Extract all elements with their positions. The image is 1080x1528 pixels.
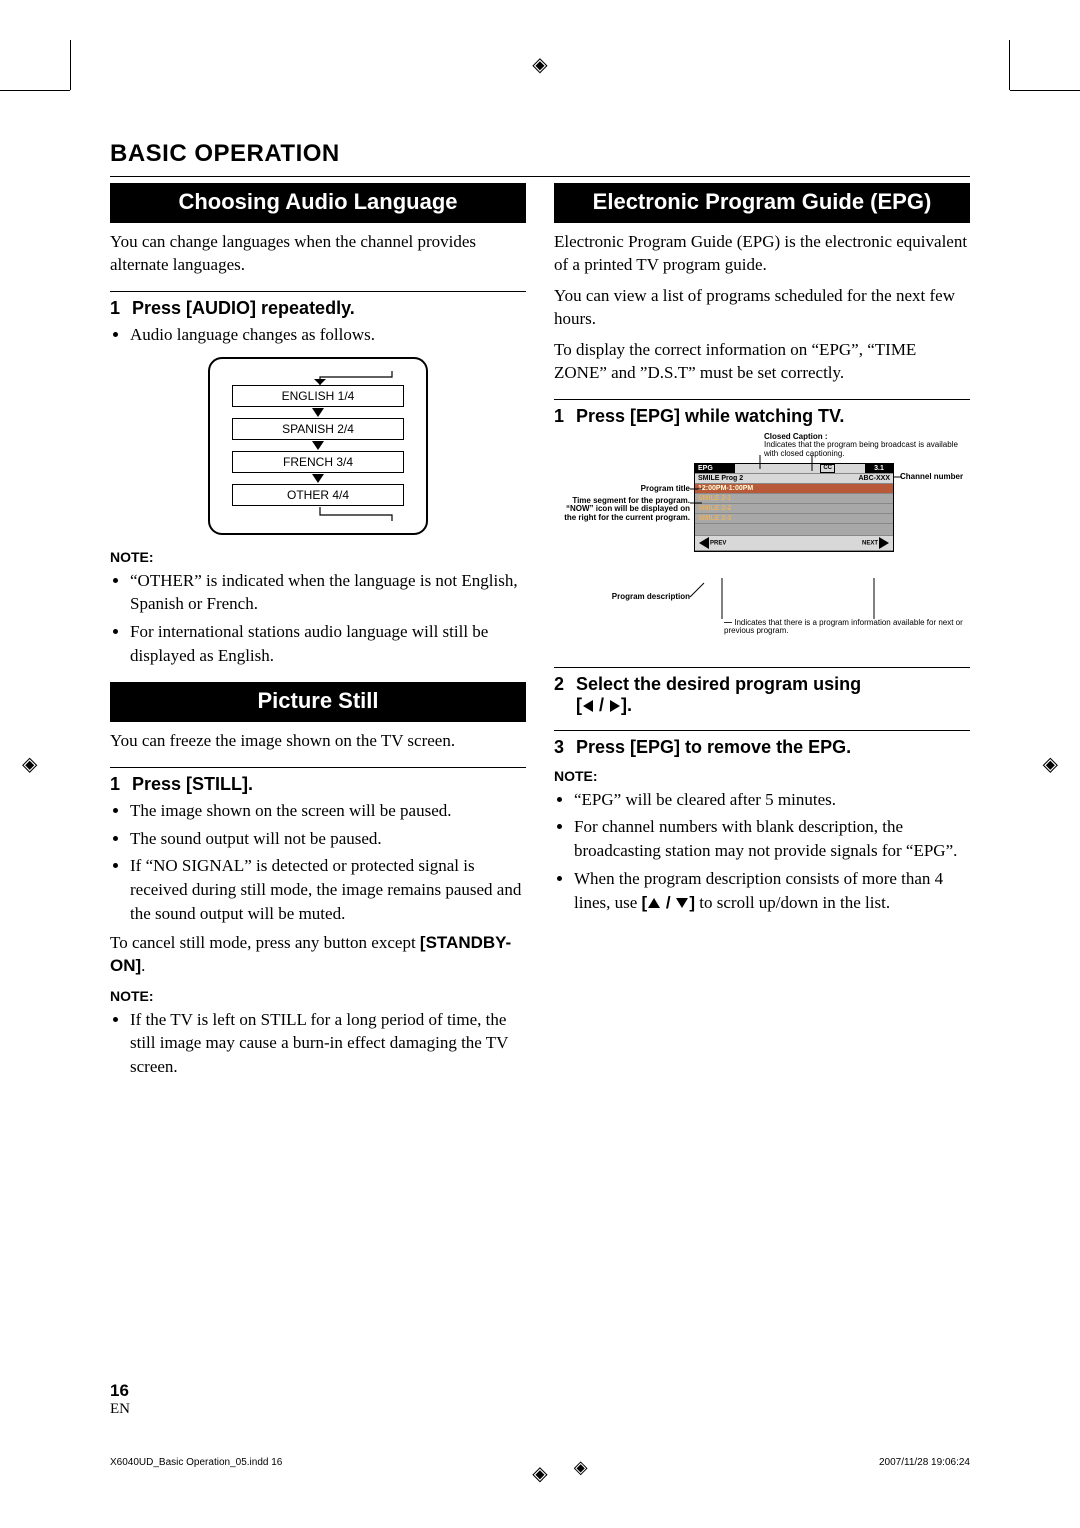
- note-text-part: to scroll up/down in the list.: [695, 893, 890, 912]
- registration-target-icon: ◈: [532, 52, 547, 77]
- note-list: “OTHER” is indicated when the language i…: [130, 569, 526, 668]
- bullet-item: Audio language changes as follows.: [130, 323, 526, 347]
- intro-paragraph: You can freeze the image shown on the TV…: [110, 730, 526, 753]
- step-text: Press [AUDIO] repeatedly.: [132, 298, 355, 318]
- down-arrow-icon: [676, 898, 688, 908]
- step-heading: 2Select the desired program using [ / ].: [554, 667, 970, 716]
- loop-arrow: [232, 371, 404, 385]
- bracket-open: [: [576, 695, 582, 715]
- step-heading: 1Press [STILL].: [110, 767, 526, 795]
- crop-mark: [70, 40, 71, 90]
- page-language: EN: [110, 1401, 130, 1418]
- intro-paragraph: You can view a list of programs schedule…: [554, 285, 970, 331]
- note-item: For channel numbers with blank descripti…: [574, 815, 970, 863]
- cancel-text: To cancel still mode, press any button e…: [110, 933, 420, 952]
- note-item: “OTHER” is indicated when the language i…: [130, 569, 526, 617]
- intro-paragraph: To display the correct information on “E…: [554, 339, 970, 385]
- step-heading: 1Press [AUDIO] repeatedly.: [110, 291, 526, 319]
- crop-mark: [0, 90, 70, 91]
- step-heading: 1Press [EPG] while watching TV.: [554, 399, 970, 427]
- note-label: NOTE:: [110, 549, 526, 565]
- step-bracket: [ / ].: [576, 695, 632, 715]
- language-box: ENGLISH 1/4: [232, 385, 404, 407]
- step-number: 3: [554, 737, 576, 758]
- page-content: BASIC OPERATION Choosing Audio Language …: [0, 0, 1080, 1145]
- arrow-down-icon: [312, 408, 324, 417]
- note-list: If the TV is left on STILL for a long pe…: [130, 1008, 526, 1079]
- two-column-layout: Choosing Audio Language You can change l…: [110, 183, 970, 1085]
- crop-mark: [1009, 40, 1010, 90]
- leader-lines: [554, 433, 974, 653]
- audio-language-diagram: ENGLISH 1/4 SPANISH 2/4 FRENCH 3/4 OTHER…: [208, 357, 428, 535]
- bracket-sep: /: [661, 893, 675, 912]
- intro-paragraph: Electronic Program Guide (EPG) is the el…: [554, 231, 970, 277]
- subsection-banner-audio: Choosing Audio Language: [110, 183, 526, 223]
- note-item: For international stations audio languag…: [130, 620, 526, 668]
- registration-target-icon: ◈: [1043, 752, 1058, 777]
- right-column: Electronic Program Guide (EPG) Electroni…: [554, 183, 970, 1085]
- arrow-down-icon: [312, 441, 324, 450]
- loop-arrow: [232, 507, 404, 521]
- bullet-list: Audio language changes as follows.: [130, 323, 526, 347]
- note-list: “EPG” will be cleared after 5 minutes. F…: [574, 788, 970, 915]
- bullet-list: The image shown on the screen will be pa…: [130, 799, 526, 926]
- step-text: Press [STILL].: [132, 774, 253, 794]
- up-arrow-icon: [648, 898, 660, 908]
- bracket-sep: /: [594, 695, 609, 715]
- note-item: When the program description consists of…: [574, 867, 970, 915]
- updown-bracket: [ / ]: [642, 893, 696, 912]
- step-number: 1: [554, 406, 576, 427]
- cancel-paragraph: To cancel still mode, press any button e…: [110, 932, 526, 978]
- registration-target-icon: ◈: [574, 1457, 588, 1478]
- note-label: NOTE:: [110, 988, 526, 1004]
- left-arrow-icon: [583, 700, 593, 712]
- note-label: NOTE:: [554, 768, 970, 784]
- crop-mark: [1010, 90, 1080, 91]
- bullet-item: The sound output will not be paused.: [130, 827, 526, 851]
- intro-paragraph: You can change languages when the channe…: [110, 231, 526, 277]
- page-footer: 16 EN: [110, 1381, 130, 1418]
- note-item: If the TV is left on STILL for a long pe…: [130, 1008, 526, 1079]
- step-text: Select the desired program using: [576, 674, 861, 694]
- step-number: 2: [554, 674, 576, 695]
- page-number: 16: [110, 1381, 130, 1401]
- print-file: X6040UD_Basic Operation_05.indd 16: [110, 1457, 282, 1478]
- subsection-banner-still: Picture Still: [110, 682, 526, 722]
- registration-target-icon: ◈: [22, 752, 37, 777]
- print-metadata: X6040UD_Basic Operation_05.indd 16 ◈ 200…: [110, 1457, 970, 1478]
- print-date: 2007/11/28 19:06:24: [879, 1457, 970, 1478]
- bracket-open: [: [642, 893, 648, 912]
- language-box: FRENCH 3/4: [232, 451, 404, 473]
- epg-diagram: Closed Caption : Indicates that the prog…: [554, 433, 970, 653]
- horizontal-rule: [110, 176, 970, 177]
- step-number: 1: [110, 774, 132, 795]
- bullet-item: If “NO SIGNAL” is detected or protected …: [130, 854, 526, 925]
- left-column: Choosing Audio Language You can change l…: [110, 183, 526, 1085]
- subsection-banner-epg: Electronic Program Guide (EPG): [554, 183, 970, 223]
- language-box: SPANISH 2/4: [232, 418, 404, 440]
- step-heading: 3Press [EPG] to remove the EPG.: [554, 730, 970, 758]
- step-number: 1: [110, 298, 132, 319]
- arrow-down-icon: [312, 474, 324, 483]
- note-item: “EPG” will be cleared after 5 minutes.: [574, 788, 970, 812]
- step-text: Press [EPG] to remove the EPG.: [576, 737, 851, 757]
- bullet-item: The image shown on the screen will be pa…: [130, 799, 526, 823]
- right-arrow-icon: [610, 700, 620, 712]
- section-heading: BASIC OPERATION: [110, 140, 970, 168]
- language-box: OTHER 4/4: [232, 484, 404, 506]
- bracket-close: ].: [621, 695, 632, 715]
- step-text: Press [EPG] while watching TV.: [576, 406, 844, 426]
